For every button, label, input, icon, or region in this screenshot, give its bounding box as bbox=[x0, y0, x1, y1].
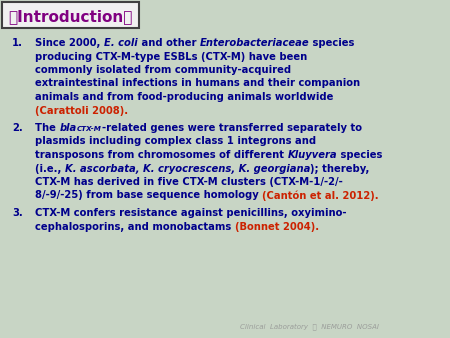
Text: transposons from chromosomes of different: transposons from chromosomes of differen… bbox=[35, 150, 288, 160]
Text: K. ascorbata, K. cryocrescens, K. georgiana: K. ascorbata, K. cryocrescens, K. georgi… bbox=[65, 164, 310, 173]
Text: (Bonnet 2004).: (Bonnet 2004). bbox=[235, 221, 319, 232]
Text: Enterobacteriaceae: Enterobacteriaceae bbox=[199, 38, 309, 48]
Text: (i.e.,: (i.e., bbox=[35, 164, 65, 173]
Text: 2.: 2. bbox=[12, 123, 23, 133]
Text: 1.: 1. bbox=[12, 38, 23, 48]
Text: animals and from food-producing animals worldwide: animals and from food-producing animals … bbox=[35, 92, 333, 102]
Text: E. coli: E. coli bbox=[104, 38, 138, 48]
Text: species: species bbox=[309, 38, 355, 48]
Text: species: species bbox=[337, 150, 382, 160]
Text: 【Introduction】: 【Introduction】 bbox=[8, 9, 132, 24]
Text: 3.: 3. bbox=[12, 208, 23, 218]
Text: 8/-9/-25) from base sequence homology: 8/-9/-25) from base sequence homology bbox=[35, 191, 262, 200]
Text: The: The bbox=[35, 123, 59, 133]
Text: extraintestinal infections in humans and their companion: extraintestinal infections in humans and… bbox=[35, 78, 360, 89]
Text: Clinical  Laboratory  ，  NEMURO  NOSAI: Clinical Laboratory ， NEMURO NOSAI bbox=[240, 323, 379, 330]
Text: CTX-M confers resistance against penicillins, oxyimino-: CTX-M confers resistance against penicil… bbox=[35, 208, 347, 218]
Text: (Cantón et al. 2012).: (Cantón et al. 2012). bbox=[262, 191, 379, 201]
Text: (Carattoli 2008).: (Carattoli 2008). bbox=[35, 105, 128, 116]
Text: Since 2000,: Since 2000, bbox=[35, 38, 104, 48]
Text: bla: bla bbox=[59, 123, 76, 133]
Text: commonly isolated from community-acquired: commonly isolated from community-acquire… bbox=[35, 65, 291, 75]
Text: cephalosporins, and monobactams: cephalosporins, and monobactams bbox=[35, 221, 235, 232]
Text: and other: and other bbox=[138, 38, 199, 48]
Text: CTX-M has derived in five CTX-M clusters (CTX-M-1/-2/-: CTX-M has derived in five CTX-M clusters… bbox=[35, 177, 343, 187]
Text: -related genes were transferred separately to: -related genes were transferred separate… bbox=[102, 123, 361, 133]
Text: CTX-M: CTX-M bbox=[76, 126, 102, 132]
Text: ); thereby,: ); thereby, bbox=[310, 164, 369, 173]
FancyBboxPatch shape bbox=[2, 2, 139, 28]
Text: plasmids including complex class 1 integrons and: plasmids including complex class 1 integ… bbox=[35, 137, 316, 146]
Text: Kluyvera: Kluyvera bbox=[288, 150, 337, 160]
Text: producing CTX-M-type ESBLs (CTX-M) have been: producing CTX-M-type ESBLs (CTX-M) have … bbox=[35, 51, 307, 62]
